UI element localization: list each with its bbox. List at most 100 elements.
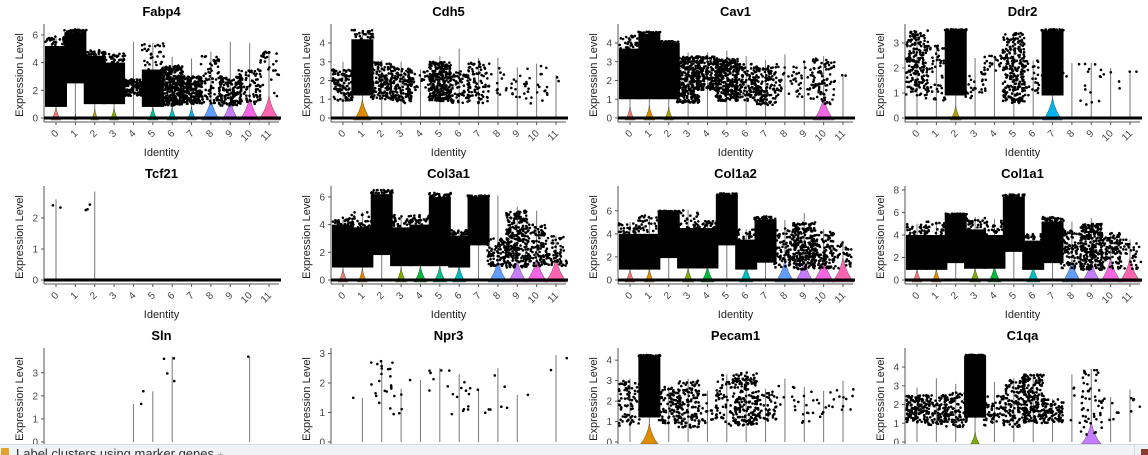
data-point <box>217 65 220 68</box>
data-point <box>515 96 518 99</box>
data-point <box>244 91 247 94</box>
data-point <box>774 97 777 100</box>
data-point <box>503 241 506 244</box>
x-tick-label: 3 <box>395 290 407 302</box>
data-point <box>496 82 499 85</box>
data-point <box>826 78 829 81</box>
data-point <box>376 96 379 99</box>
data-point <box>720 71 723 74</box>
data-point <box>726 61 729 64</box>
data-point <box>472 73 475 76</box>
data-point <box>916 94 919 97</box>
data-point <box>1017 67 1020 70</box>
data-point <box>679 86 682 89</box>
data-point <box>919 32 922 35</box>
data-point <box>964 95 967 98</box>
data-point <box>825 59 828 62</box>
data-point <box>102 52 105 55</box>
data-point <box>228 89 231 92</box>
data-point <box>402 76 405 79</box>
data-point <box>1088 68 1091 71</box>
data-point <box>374 63 377 66</box>
data-point <box>430 195 433 198</box>
data-point <box>240 93 243 96</box>
data-point <box>743 67 746 70</box>
data-point <box>467 63 470 66</box>
data-point <box>219 104 222 107</box>
data-point <box>939 84 942 87</box>
data-point <box>413 214 416 217</box>
data-point <box>935 52 938 55</box>
panel-title: Col3a1 <box>427 166 470 181</box>
data-point <box>361 32 364 35</box>
data-point <box>999 55 1002 58</box>
data-point <box>52 38 55 41</box>
data-point <box>89 203 92 206</box>
x-tick-label: 8 <box>1065 128 1077 140</box>
data-point <box>429 83 432 86</box>
data-point <box>691 72 694 75</box>
data-point <box>476 88 479 91</box>
data-point <box>777 66 780 69</box>
data-point <box>744 87 747 90</box>
data-point <box>1051 28 1054 31</box>
data-point <box>706 57 709 60</box>
data-point <box>434 70 437 73</box>
data-point <box>143 60 146 63</box>
data-point <box>691 60 694 63</box>
data-point <box>345 70 348 73</box>
y-axis-label: Expression Level <box>14 195 26 279</box>
data-point <box>484 86 487 89</box>
data-point <box>413 86 416 89</box>
data-point <box>492 237 495 240</box>
data-point <box>245 94 248 97</box>
x-tick-label: 0 <box>49 290 61 302</box>
data-point <box>665 41 668 44</box>
data-point <box>523 92 526 95</box>
data-point <box>148 63 151 66</box>
data-point <box>399 74 402 77</box>
data-point <box>1013 60 1016 63</box>
data-point <box>916 48 919 51</box>
data-point <box>911 66 914 69</box>
x-tick-label: 2 <box>949 128 961 140</box>
data-point <box>911 59 914 62</box>
data-point <box>918 94 921 97</box>
data-point <box>744 94 747 97</box>
data-point <box>628 47 631 50</box>
data-point <box>716 94 719 97</box>
data-point <box>364 220 367 223</box>
data-point <box>249 70 252 73</box>
data-point <box>742 92 745 95</box>
data-point <box>430 86 433 89</box>
data-point <box>726 69 729 72</box>
y-tick-label: 0 <box>606 114 612 125</box>
data-point <box>717 99 720 102</box>
point-cloud <box>45 46 67 107</box>
data-point <box>1044 28 1047 31</box>
panel-title: Ddr2 <box>1008 4 1038 19</box>
y-tick-label: 2 <box>32 86 38 97</box>
data-point <box>799 82 802 85</box>
data-point <box>523 83 526 86</box>
data-point <box>239 91 242 94</box>
data-point <box>215 56 218 59</box>
data-point <box>139 89 142 92</box>
data-point <box>396 100 399 103</box>
data-point <box>449 233 452 236</box>
data-point <box>224 82 227 85</box>
data-point <box>920 69 923 72</box>
data-point <box>375 80 378 83</box>
data-point <box>829 83 832 86</box>
data-point <box>820 62 823 65</box>
data-point <box>713 57 716 60</box>
data-point <box>721 77 724 80</box>
data-point <box>768 94 771 97</box>
x-tick-label: 4 <box>127 128 139 140</box>
data-point <box>687 92 690 95</box>
data-point <box>932 60 935 63</box>
data-point <box>720 59 723 62</box>
data-point <box>627 40 630 43</box>
